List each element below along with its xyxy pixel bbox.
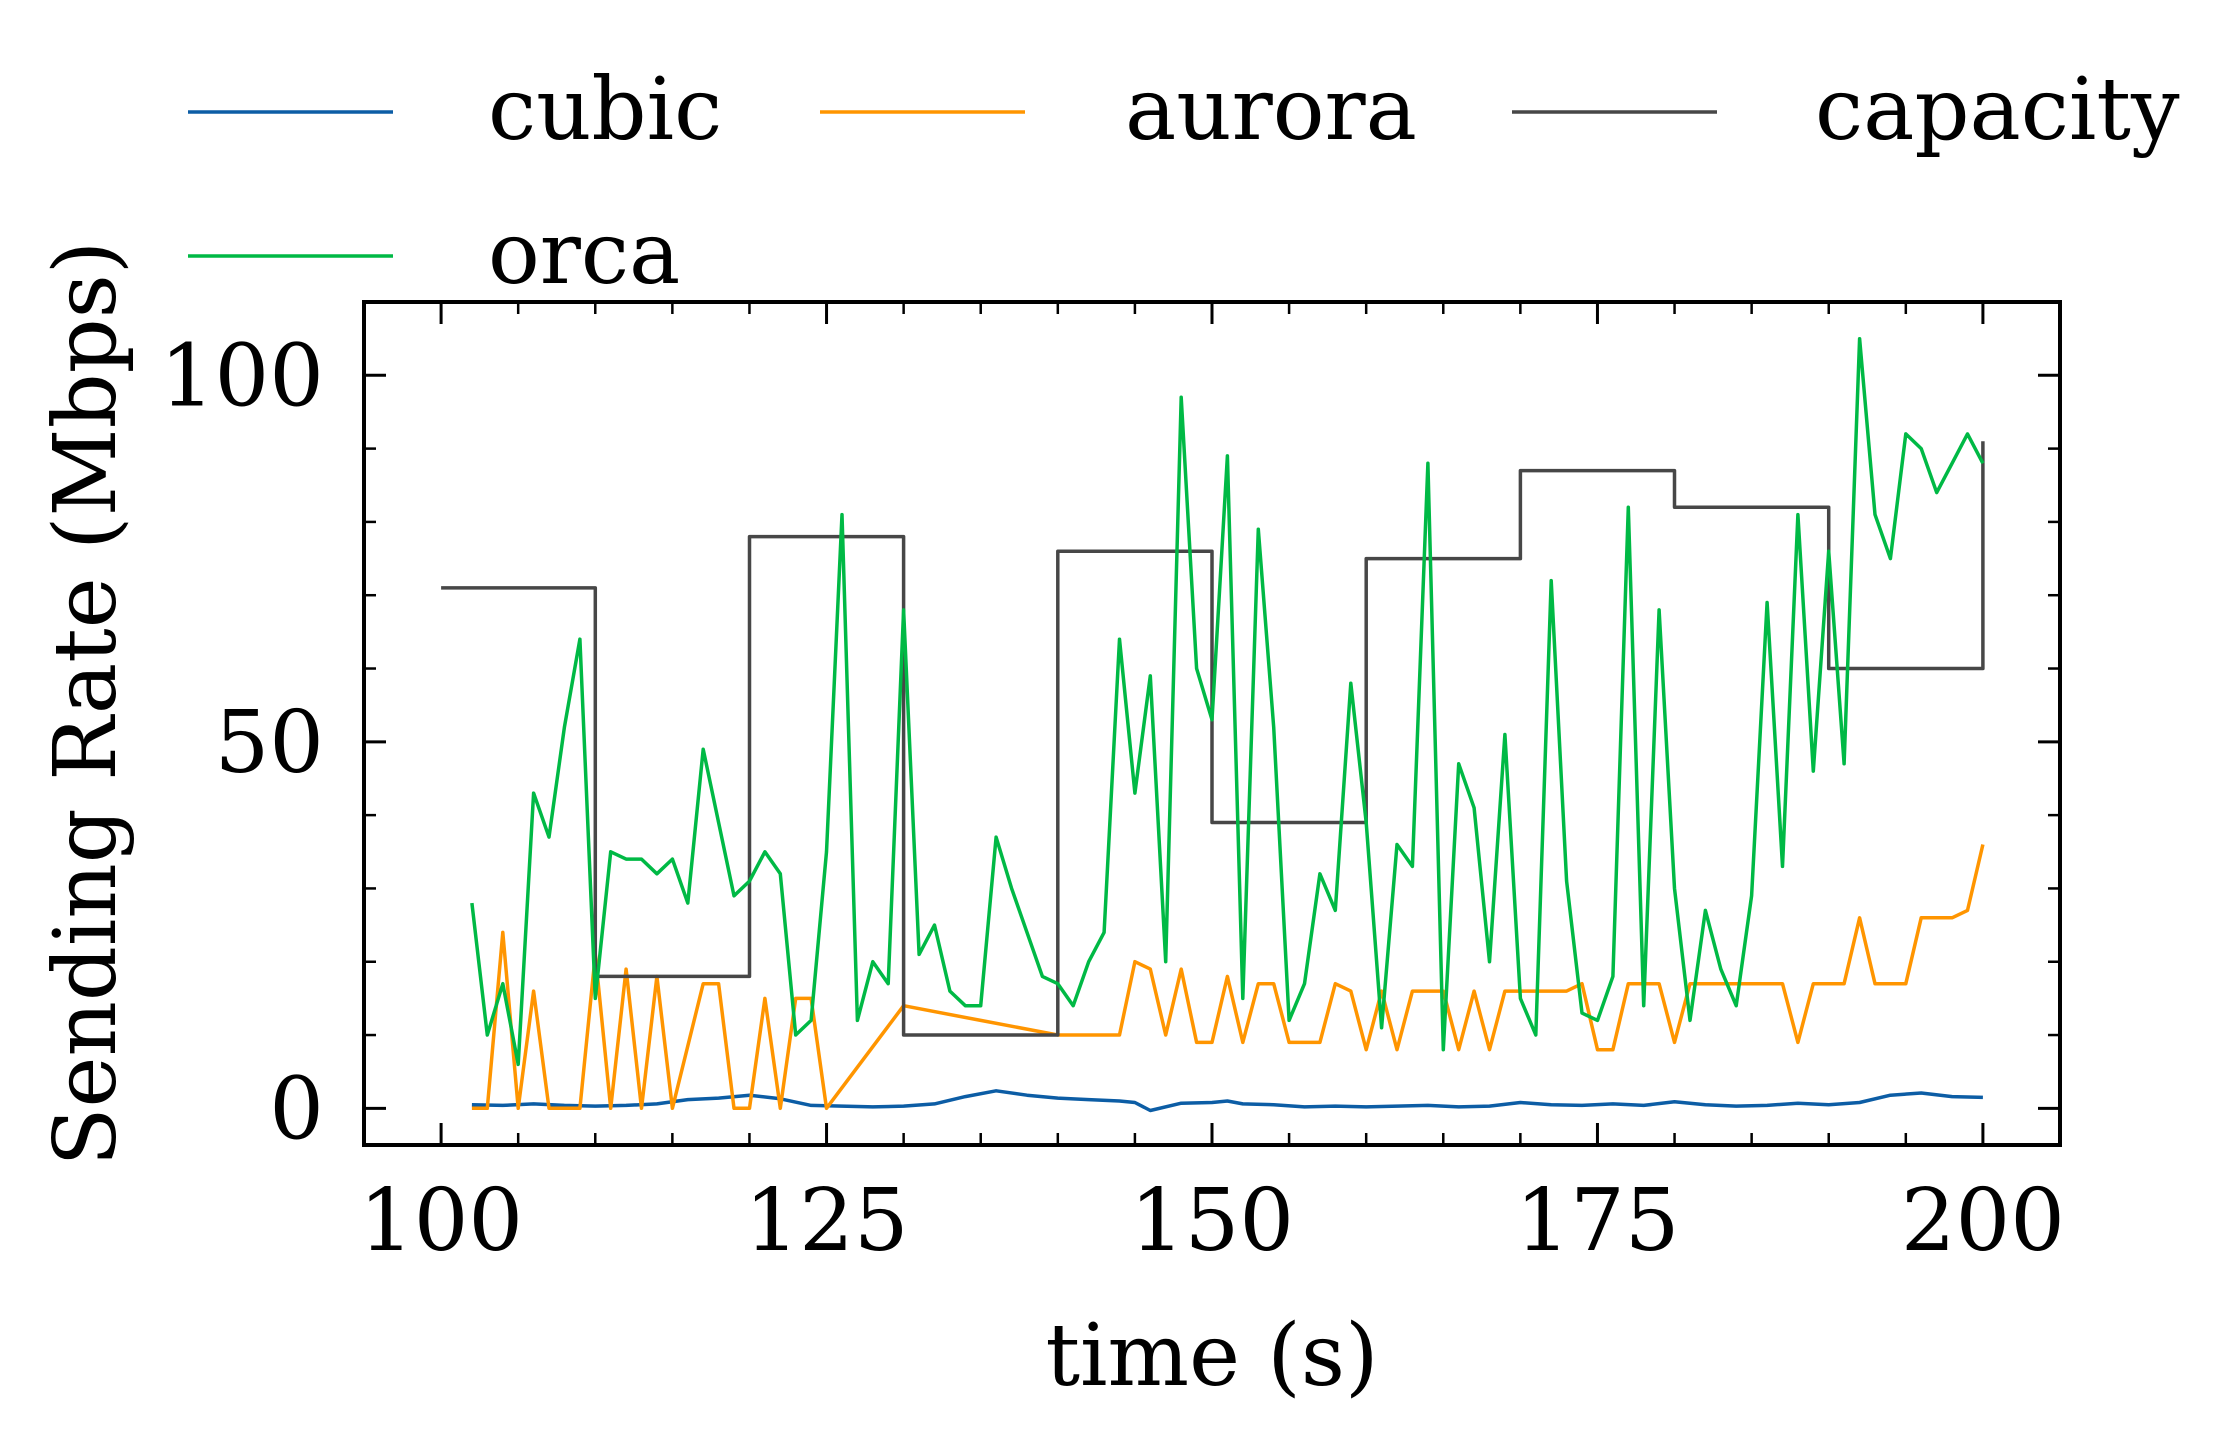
axis-ticks: 100 125 150 175 200 0 50 100 — [160, 302, 2065, 1271]
y-tick-label: 0 — [269, 1059, 324, 1159]
series-line-orca — [470, 336, 1985, 1067]
series-line-capacity — [441, 441, 1985, 1037]
legend-label-cubic: cubic — [488, 60, 722, 160]
x-axis-label: time (s) — [1045, 1306, 1378, 1406]
legend-label-orca: orca — [488, 204, 680, 304]
x-tick-label: 150 — [1130, 1171, 1294, 1271]
x-tick-label: 200 — [1901, 1171, 2065, 1271]
series-line-aurora — [471, 844, 1985, 1111]
legend-label-capacity: capacity — [1815, 60, 2180, 160]
y-axis-label: Sending Rate (Mbps) — [36, 241, 136, 1167]
x-tick-label: 100 — [359, 1171, 523, 1271]
series-layer — [441, 336, 1985, 1113]
legend-label-aurora: aurora — [1125, 60, 1417, 160]
y-tick-label: 100 — [160, 326, 324, 426]
x-tick-label: 125 — [744, 1171, 908, 1271]
series-line-cubic — [471, 1089, 1983, 1113]
legend: cubic aurora capacity orca — [188, 60, 2180, 304]
x-tick-label: 175 — [1515, 1171, 1679, 1271]
y-tick-label: 50 — [215, 693, 324, 793]
